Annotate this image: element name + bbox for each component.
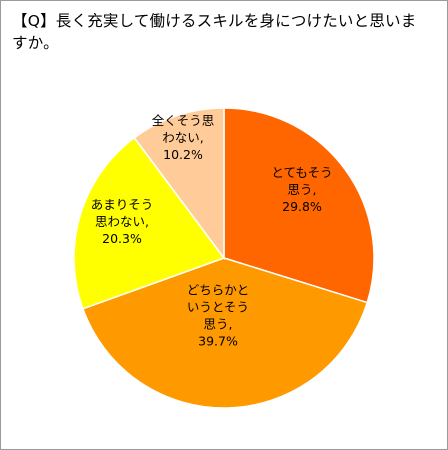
chart-title: 【Q】長く充実して働けるスキルを身につけたいと思いますか。 <box>12 12 417 52</box>
slice-label-line: あまりそう <box>91 197 154 212</box>
slice-label-1: どちらかというとそう思う, 39.7% <box>187 283 250 349</box>
pie-slice-0 <box>223 107 375 304</box>
pie-slice-3 <box>133 107 225 261</box>
slice-label-3: 全くそう思わない, 10.2% <box>152 113 215 162</box>
slice-label-line: 39.7% <box>198 334 238 349</box>
slice-label-line: 10.2% <box>163 147 203 162</box>
slice-label-line: 20.3% <box>102 231 142 246</box>
slice-label-0: とてもそう思う, 29.8% <box>271 165 332 214</box>
pie-slice-2 <box>73 136 226 310</box>
pie-slice-1 <box>81 257 369 409</box>
slice-label-line: 全くそう思 <box>152 113 215 128</box>
slice-label-line: とてもそう <box>271 165 332 180</box>
slice-label-line: わない, <box>162 130 203 145</box>
slice-label-line: 思う, <box>204 317 233 332</box>
slice-label-line: どちらかと <box>187 283 250 298</box>
slice-label-line: 思う, <box>288 182 317 197</box>
slice-label-2: あまりそう思わない, 20.3% <box>91 197 154 246</box>
slice-label-line: 思わない, <box>95 214 149 229</box>
slice-label-line: いうとそう <box>187 300 249 315</box>
slice-label-line: 29.8% <box>282 199 322 214</box>
